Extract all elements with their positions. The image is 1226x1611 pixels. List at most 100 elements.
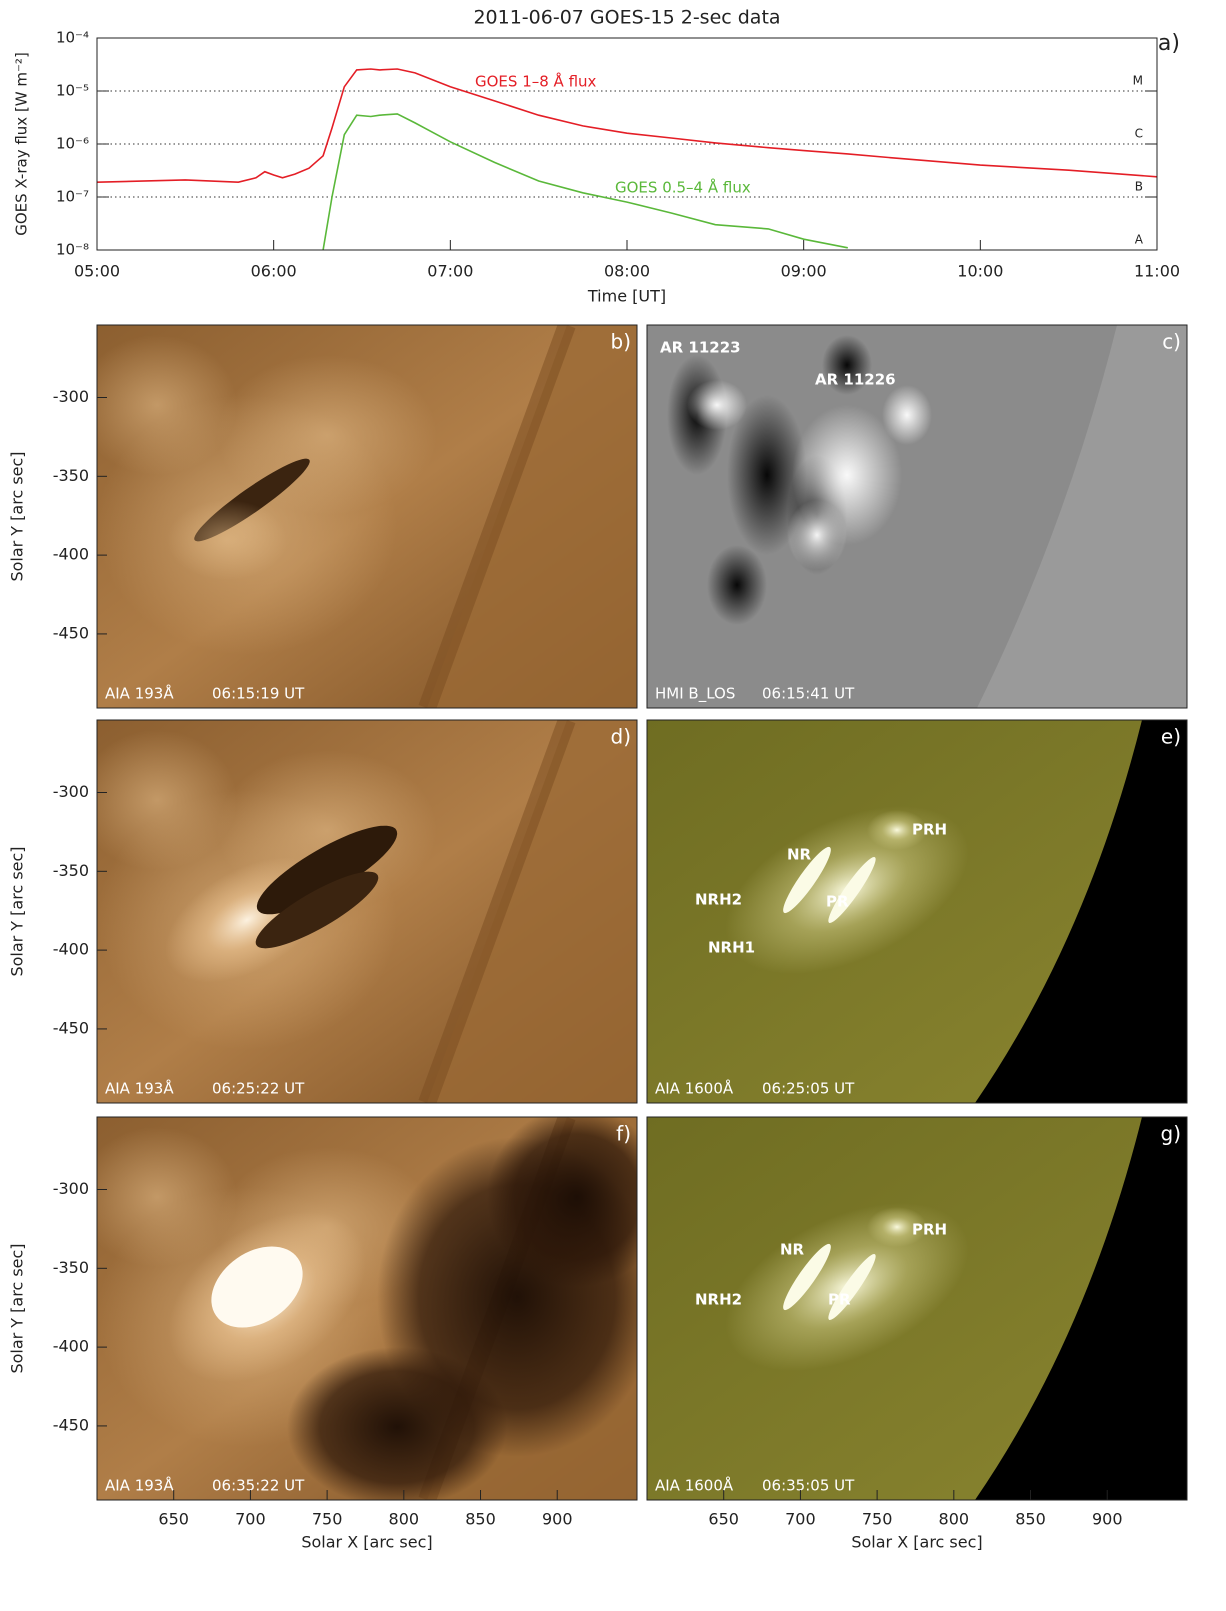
x-tick-label: 700 (235, 1510, 266, 1529)
panel-label: g) (1161, 1122, 1182, 1146)
y-tick-label: -400 (53, 1337, 89, 1356)
limb-edge (418, 720, 576, 1103)
x-tick-label: 09:00 (781, 262, 827, 281)
x-tick-label: 850 (465, 1510, 496, 1529)
series-line (96, 68, 1158, 184)
instrument-label: AIA 1600Å (655, 1476, 734, 1495)
x-tick-label: 07:00 (427, 262, 473, 281)
x-tick-label: 750 (862, 1510, 893, 1529)
y-tick-label: -350 (53, 466, 89, 485)
panel-frame (96, 324, 638, 709)
image-feature (97, 1127, 237, 1267)
image-feature (822, 335, 872, 395)
series-label: GOES 0.5–4 Å flux (615, 178, 751, 197)
panel-frame (646, 1116, 1188, 1501)
x-axis-label: Solar X [arc sec] (851, 1533, 982, 1552)
panel-label: e) (1161, 725, 1181, 749)
image-feature (167, 500, 287, 580)
time-label: 06:35:22 UT (212, 1477, 305, 1495)
annotation: NR (780, 1241, 805, 1259)
x-axis-label: Solar X [arc sec] (301, 1533, 432, 1552)
y-tick-label: -300 (53, 782, 89, 801)
annotation: AR 11226 (815, 371, 896, 389)
time-label: 06:25:05 UT (762, 1080, 855, 1098)
y-tick-label: 10⁻⁸ (56, 241, 89, 259)
y-tick-label: 10⁻⁵ (56, 82, 89, 100)
x-tick-label: 06:00 (251, 262, 297, 281)
image-feature (97, 335, 237, 475)
instrument-label: HMI B_LOS (655, 685, 735, 704)
image-feature (211, 1246, 303, 1328)
y2-tick-label: C (1135, 127, 1143, 141)
x-tick-label: 900 (1092, 1510, 1123, 1529)
image-feature (97, 730, 237, 870)
image-feature (828, 856, 876, 924)
y-tick-label: -450 (53, 623, 89, 642)
y-tick-label: -450 (53, 1415, 89, 1434)
annotation: AR 11223 (660, 339, 741, 357)
time-label: 06:15:19 UT (212, 685, 305, 703)
image (647, 720, 1187, 1103)
x-tick-label: 850 (1015, 1510, 1046, 1529)
image (97, 1117, 637, 1500)
x-tick-label: 08:00 (604, 262, 650, 281)
limb (427, 720, 637, 1103)
panel-label: b) (611, 330, 632, 354)
image (647, 1117, 1187, 1500)
image-feature (783, 1243, 831, 1311)
y-tick-label: 10⁻⁶ (56, 135, 89, 153)
y-axis-label: GOES X-ray flux [W m⁻²] (13, 52, 31, 236)
off-disk (975, 720, 1187, 1103)
y-axis-label: Solar Y [arc sec] (8, 451, 27, 581)
limb-edge (418, 325, 576, 708)
panel-frame (646, 324, 1188, 709)
y-tick-label: -450 (53, 1018, 89, 1037)
image-feature (255, 871, 379, 949)
x-tick-label: 900 (542, 1510, 573, 1529)
panel-frame (96, 719, 638, 1104)
y-axis-label: Solar Y [arc sec] (8, 846, 27, 976)
x-tick-label: 05:00 (74, 262, 120, 281)
y-tick-label: -400 (53, 545, 89, 564)
image (97, 325, 637, 708)
image-feature (487, 1117, 637, 1287)
instrument-label: AIA 1600Å (655, 1079, 734, 1098)
annotation: PR (826, 893, 849, 911)
y2-tick-label: A (1135, 233, 1144, 247)
panel-frame (646, 719, 1188, 1104)
instrument-label: AIA 193Å (105, 684, 174, 703)
annotation: PRH (912, 821, 947, 839)
image-feature (882, 385, 932, 445)
image-feature (867, 1207, 927, 1247)
annotation: NRH2 (695, 891, 742, 909)
time-label: 06:25:22 UT (212, 1080, 305, 1098)
x-tick-label: 11:00 (1134, 262, 1180, 281)
panel-label: f) (616, 1122, 631, 1146)
x-tick-label: 800 (939, 1510, 970, 1529)
panel-label: c) (1162, 330, 1181, 354)
x-tick-label: 700 (785, 1510, 816, 1529)
annotation: PR (828, 1291, 851, 1309)
y-tick-label: -350 (53, 861, 89, 880)
image (647, 325, 1187, 708)
y-tick-label: -300 (53, 387, 89, 406)
y2-tick-label: B (1135, 180, 1143, 194)
annotation: PRH (912, 1221, 947, 1239)
x-tick-label: 650 (158, 1510, 189, 1529)
off-disk (975, 1117, 1187, 1500)
x-tick-label: 800 (389, 1510, 420, 1529)
series-label: GOES 1–8 Å flux (475, 72, 597, 91)
y2-tick-label: M (1133, 74, 1143, 88)
time-label: 06:15:41 UT (762, 685, 855, 703)
y-tick-label: 10⁻⁴ (56, 29, 89, 47)
chart-title: 2011-06-07 GOES-15 2-sec data (473, 7, 780, 29)
annotation: NRH1 (708, 939, 755, 957)
y-tick-label: -350 (53, 1258, 89, 1277)
plot-frame (96, 37, 1158, 251)
panel-frame (96, 1116, 638, 1501)
image-feature (867, 810, 927, 850)
image-feature (783, 846, 831, 914)
panel-label: d) (611, 725, 632, 749)
limb (427, 325, 637, 708)
